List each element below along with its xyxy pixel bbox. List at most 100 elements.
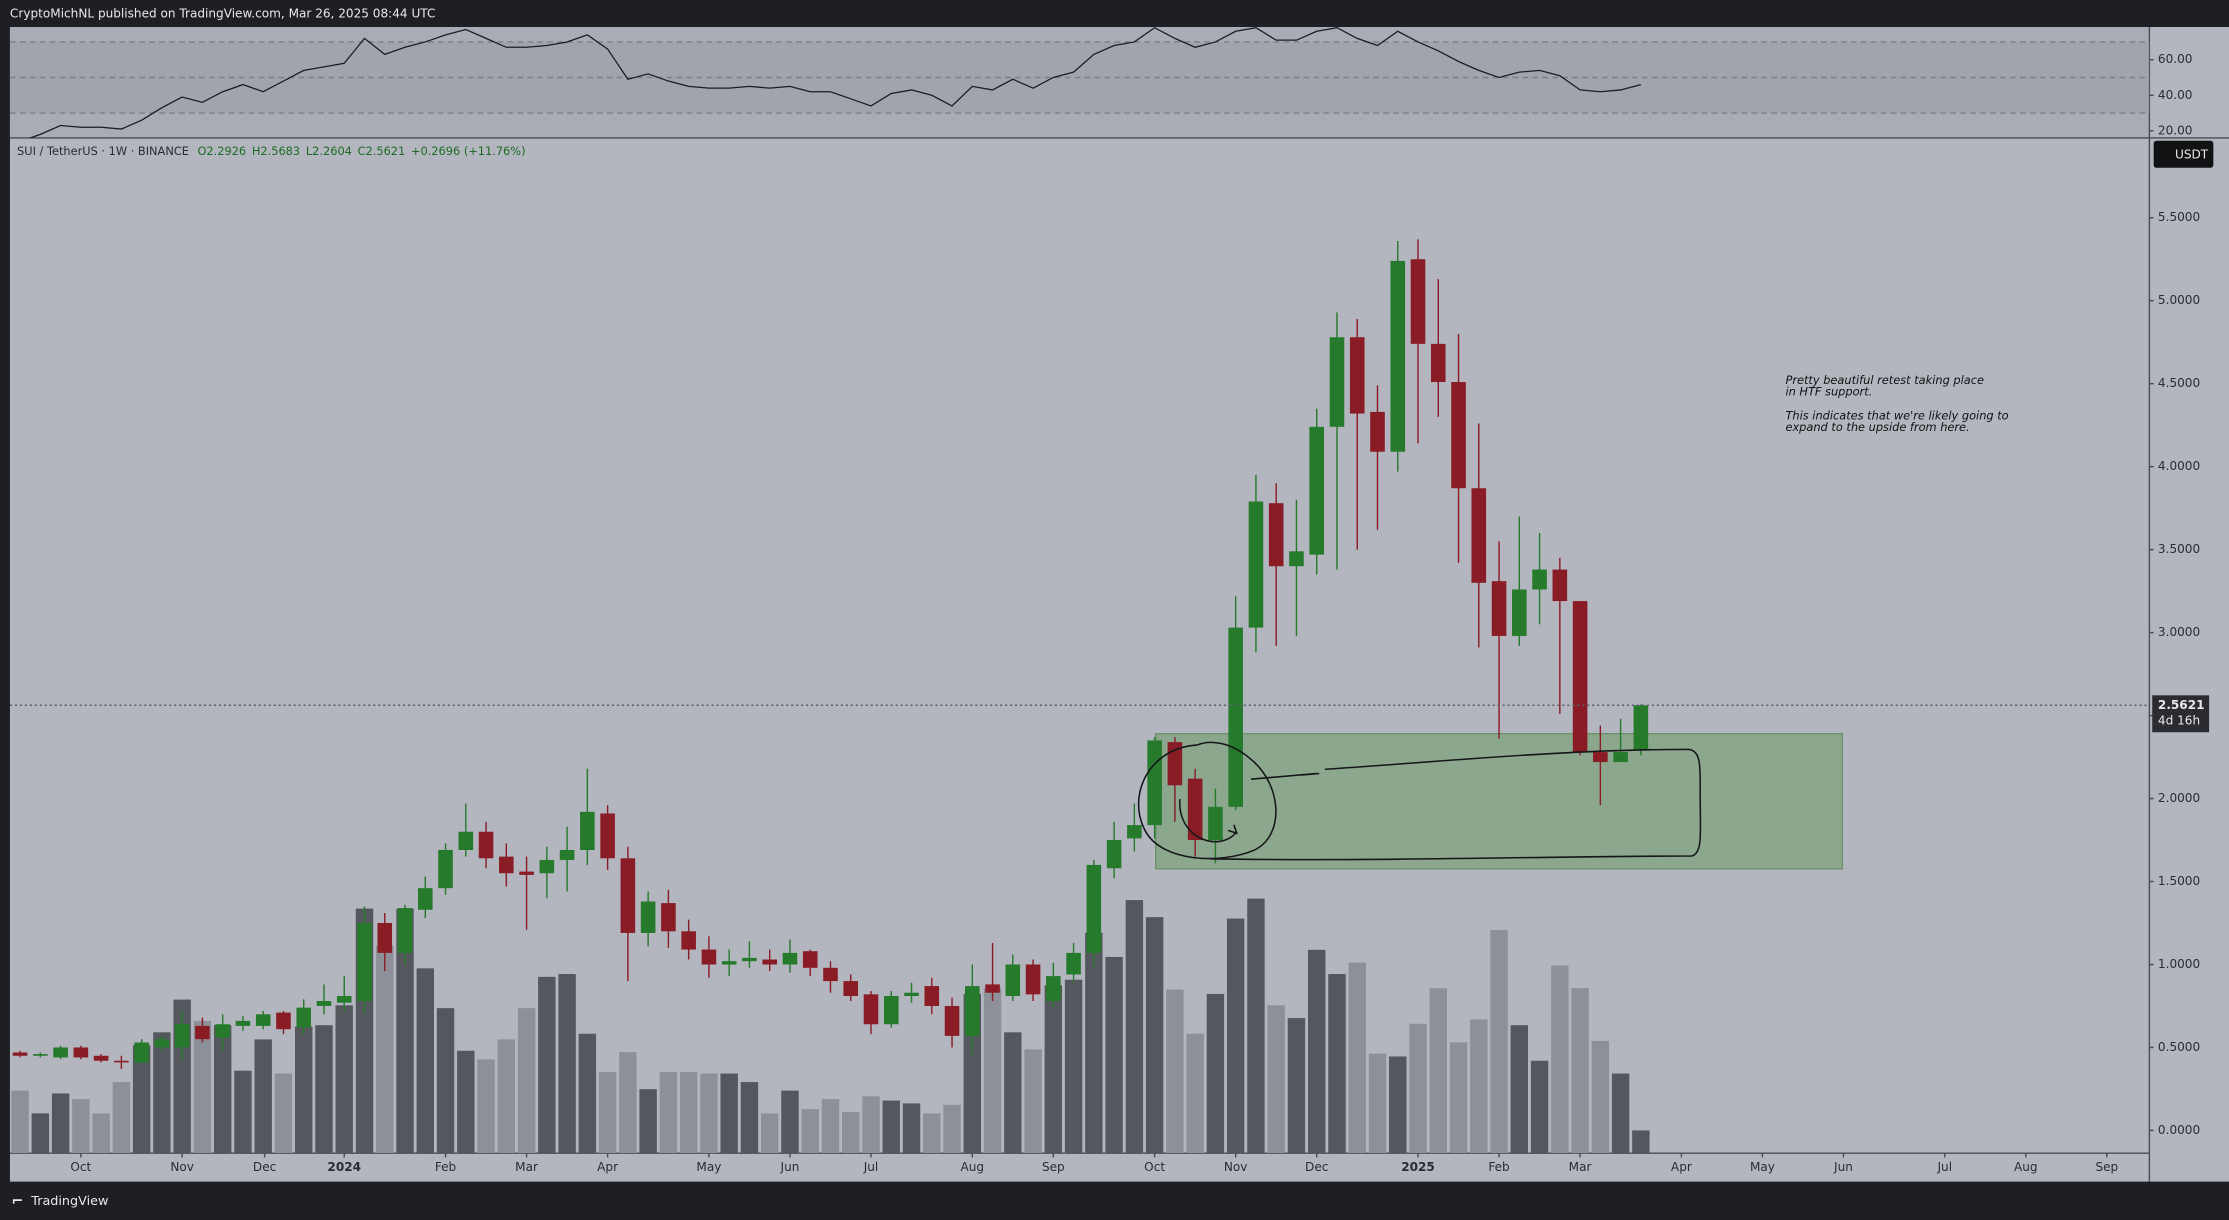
volume-bar — [517, 1008, 536, 1154]
candle-body — [296, 1007, 312, 1028]
volume-bar — [842, 1111, 860, 1154]
currency-box[interactable] — [2153, 140, 2214, 168]
candle-body — [73, 1047, 89, 1058]
volume-bar — [315, 1025, 333, 1154]
x-tick-label: Feb — [1488, 1160, 1509, 1174]
volume-bar — [1064, 979, 1083, 1154]
x-tick-label: Sep — [2095, 1160, 2118, 1174]
volume-bar — [274, 1073, 293, 1154]
volume-bar — [598, 1072, 617, 1154]
volume-bar — [983, 988, 1002, 1154]
volume-bar — [862, 1096, 880, 1154]
volume-bar — [1510, 1025, 1529, 1154]
candle-body — [539, 859, 555, 874]
candle-body — [1268, 503, 1284, 567]
x-tick-label: Jun — [780, 1160, 800, 1174]
volume-bar — [740, 1082, 759, 1154]
volume-bar — [1429, 988, 1447, 1154]
volume-bar — [1530, 1060, 1549, 1154]
hand-drawing — [1137, 741, 1702, 861]
volume-bar — [821, 1099, 840, 1154]
last-price-box — [2152, 695, 2210, 733]
candle-body — [316, 1000, 332, 1006]
volume-bar — [1611, 1073, 1630, 1154]
candle-body — [1187, 778, 1203, 841]
x-tick-label: 2025 — [1401, 1160, 1435, 1174]
volume-bar — [1308, 949, 1326, 1154]
volume-bar — [679, 1072, 698, 1154]
volume-bar — [416, 968, 434, 1154]
candle-body — [1248, 501, 1264, 628]
candle-body — [1289, 551, 1304, 567]
volume-bar — [234, 1070, 252, 1154]
candle-body — [1410, 259, 1426, 344]
y-tick-label: 2.0000 — [2158, 791, 2200, 805]
candle-body — [174, 1024, 190, 1048]
candle-body — [458, 831, 474, 850]
y-tick-label: 1.0000 — [2158, 957, 2200, 971]
candle-body — [195, 1025, 210, 1040]
legend-close: C2.5621 — [358, 144, 406, 158]
volume-bar — [923, 1113, 941, 1154]
volume-bar — [902, 1103, 921, 1154]
candle-body — [1086, 864, 1102, 953]
x-tick-label: Oct — [70, 1160, 91, 1174]
candle-body — [276, 1012, 291, 1030]
x-tick-label: Oct — [1144, 1160, 1165, 1174]
publisher: CryptoMichNL published on TradingView.co… — [10, 7, 435, 21]
volume-bar — [153, 1032, 171, 1154]
candle-body — [1471, 488, 1487, 583]
volume-bar — [31, 1113, 50, 1154]
volume-bar — [51, 1093, 70, 1154]
y-tick-label: 5.5000 — [2158, 210, 2200, 224]
x-tick-label: Feb — [435, 1160, 456, 1174]
volume-bar — [1328, 974, 1346, 1154]
volume-bar — [1247, 898, 1265, 1154]
legend-change: +0.2696 (+11.76%) — [411, 144, 526, 158]
candle-body — [580, 811, 595, 850]
candle-body — [762, 959, 777, 965]
volume-bar — [801, 1109, 819, 1154]
hand-arrow — [1179, 799, 1238, 843]
volume-bar — [1389, 1056, 1407, 1154]
x-tick-label: Jul — [863, 1160, 879, 1174]
candle-body — [1512, 589, 1527, 636]
y-tick-label: 3.5000 — [2158, 542, 2200, 556]
candle-body — [823, 967, 838, 982]
volume-bar — [396, 908, 414, 1154]
candle-body — [1147, 740, 1162, 826]
x-tick-label: Aug — [2014, 1160, 2038, 1174]
volume-bar — [112, 1082, 131, 1154]
volume-bar — [11, 1090, 29, 1154]
volume-bar — [1551, 965, 1569, 1154]
currency[interactable]: USDT — [2175, 147, 2209, 161]
candle-body — [215, 1024, 230, 1038]
volume-bar — [1409, 1023, 1427, 1154]
y-tick-label: 4.0000 — [2158, 459, 2200, 473]
candle-body — [1025, 964, 1041, 995]
candle-body — [134, 1042, 149, 1063]
volume-bar — [1449, 1042, 1468, 1154]
volume-bar — [1287, 1018, 1306, 1154]
brand-logo: ⌐ — [11, 1194, 23, 1210]
candle-body — [863, 994, 879, 1025]
candle-body — [640, 901, 656, 933]
candle-body — [1309, 426, 1325, 555]
candle-body — [1349, 337, 1365, 414]
candle-body — [1370, 411, 1385, 452]
legend-symbol: SUI / TetherUS · 1W · BINANCE — [17, 144, 189, 158]
candle-body — [357, 923, 372, 1001]
volume-bar — [335, 1005, 353, 1154]
annotation-line: in HTF support. — [1785, 384, 1872, 398]
candle-body — [782, 952, 798, 965]
candle-body — [1613, 752, 1628, 763]
y-tick-label: 5.0000 — [2158, 293, 2200, 307]
x-tick-label: May — [696, 1160, 721, 1174]
candle-body — [883, 996, 899, 1025]
brand: TradingView — [30, 1194, 108, 1209]
volume-bar — [781, 1090, 799, 1154]
volume-bar — [882, 1100, 900, 1154]
annotation-line: Pretty beautiful retest taking place — [1785, 373, 1983, 387]
candle-body — [661, 903, 676, 932]
